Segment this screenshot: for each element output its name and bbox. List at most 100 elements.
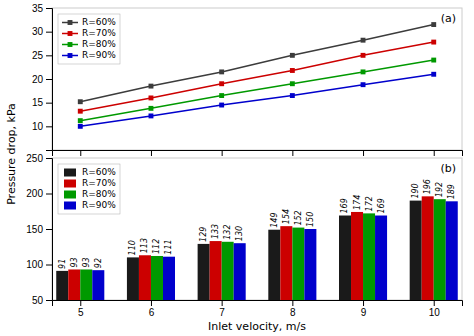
tick [363, 150, 364, 156]
bar [446, 201, 458, 300]
tick-label: 10 [32, 121, 44, 132]
annotation: (b) [440, 162, 456, 175]
legend-item: R=90% [62, 50, 116, 60]
bar [363, 213, 375, 300]
bar [139, 255, 151, 300]
legend-item: R=90% [64, 200, 116, 210]
tick: 30 [32, 26, 52, 37]
legend-label: R=60% [82, 17, 116, 27]
tick: 35 [32, 3, 52, 14]
marker [149, 113, 154, 118]
tick [151, 150, 152, 156]
marker [78, 118, 83, 123]
bar [434, 199, 446, 300]
data-label: 149 [270, 212, 279, 227]
tick-label: 7 [219, 307, 225, 318]
tick-mark [46, 32, 52, 33]
marker [219, 81, 224, 86]
tick-label: 20 [32, 74, 44, 85]
tick: 9 [361, 300, 367, 318]
marker [431, 58, 436, 63]
data-label: 111 [164, 239, 173, 254]
marker [149, 95, 154, 100]
x-axis [53, 150, 463, 156]
tick-mark [46, 8, 52, 9]
tick-label: 50 [32, 295, 44, 306]
tick-label: 8 [290, 307, 296, 318]
data-label: 169 [341, 198, 350, 213]
marker [431, 72, 436, 77]
bar [280, 226, 292, 300]
marker [361, 69, 366, 74]
marker [431, 22, 436, 27]
legend: R=60%R=70%R=80%R=90% [58, 14, 120, 64]
tick: 25 [32, 50, 52, 61]
bar [198, 244, 210, 300]
tick: 6 [149, 300, 155, 318]
legend-item: R=80% [64, 189, 116, 199]
bar [268, 230, 280, 300]
data-label: 130 [235, 226, 244, 241]
tick-label: 10 [429, 307, 441, 318]
legend-swatch [64, 191, 76, 199]
axis-line [53, 301, 463, 307]
panel: 10 15 20 25 30 35 (a) R=60%R=70%R=80%R=90% [32, 3, 463, 156]
tick-mark [434, 300, 435, 306]
tick-label: 200 [26, 188, 43, 199]
bar [292, 228, 304, 300]
tick-label: 35 [32, 3, 44, 14]
tick: 8 [290, 300, 296, 318]
legend-item: R=80% [62, 39, 116, 49]
bar [163, 257, 175, 300]
legend-label: R=80% [82, 39, 116, 49]
marker [290, 68, 295, 73]
data-label: 133 [211, 224, 220, 239]
tick-mark [46, 158, 52, 159]
legend-item: R=70% [64, 178, 116, 188]
tick-mark [46, 194, 52, 195]
tick-mark [46, 103, 52, 104]
tick-mark [80, 300, 81, 306]
tick: 10 [429, 300, 441, 318]
legend-item: R=70% [62, 28, 116, 38]
tick: 250 [26, 153, 52, 164]
tick-mark [434, 150, 435, 156]
tick: 5 [78, 300, 84, 318]
marker [219, 103, 224, 108]
x-axis: 5 6 7 8 9 10 [53, 300, 463, 318]
tick-mark [151, 150, 152, 156]
tick-label: 30 [32, 26, 44, 37]
tick: 150 [26, 224, 52, 235]
tick-label: 15 [32, 97, 44, 108]
data-label: 150 [306, 212, 315, 227]
tick-mark [363, 300, 364, 306]
panel: 5678910501001502002509111012914916919093… [26, 153, 462, 333]
annotation: (a) [441, 12, 456, 25]
marker [290, 93, 295, 98]
tick: 15 [32, 97, 52, 108]
tick-mark [46, 265, 52, 266]
data-label: 189 [447, 184, 456, 199]
legend-marker [68, 42, 73, 47]
x-axis-title: Inlet velocity, m/s [208, 320, 306, 333]
legend-label: R=90% [82, 200, 116, 210]
bar [151, 256, 163, 300]
data-label: 132 [223, 224, 232, 239]
legend-item: R=60% [64, 167, 116, 177]
legend: R=60%R=70%R=80%R=90% [58, 164, 120, 214]
tick: 100 [26, 259, 52, 270]
axis-line [46, 159, 53, 301]
bar [80, 269, 92, 300]
data-label: 174 [353, 195, 362, 210]
tick: 20 [32, 74, 52, 85]
data-label: 93 [82, 257, 91, 267]
legend-swatch [64, 169, 76, 177]
marker [78, 109, 83, 114]
tick-label: 9 [361, 307, 367, 318]
plot-frame [52, 8, 462, 150]
marker [361, 82, 366, 87]
data-label: 190 [411, 183, 420, 198]
tick: 200 [26, 188, 52, 199]
legend-box [58, 164, 120, 214]
data-label: 113 [140, 238, 149, 253]
